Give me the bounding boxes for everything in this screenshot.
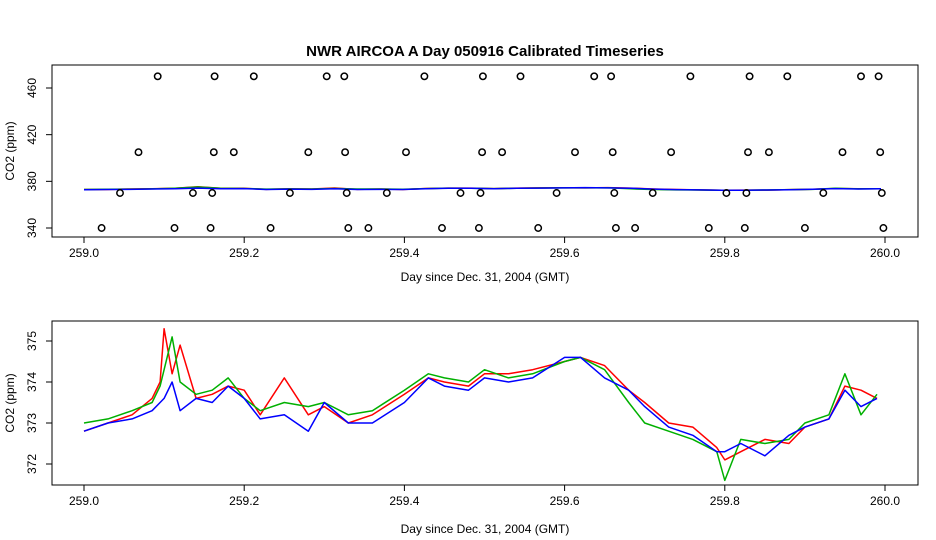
calibration-point	[631, 224, 640, 232]
calibration-point	[857, 72, 865, 81]
calibration-point	[402, 148, 410, 157]
calibration-point	[478, 148, 487, 157]
calibration-point	[322, 72, 331, 81]
x-tick-label-top: 259.4	[389, 246, 419, 260]
x-tick-label-bottom: 259.4	[389, 494, 419, 508]
calibration-point	[686, 72, 695, 81]
calibration-point	[229, 148, 238, 157]
calibration-point	[800, 224, 809, 232]
calibration-point	[208, 189, 217, 197]
calibration-point	[188, 189, 197, 197]
series-line-bottom-2	[83, 356, 878, 457]
calibration-point	[210, 72, 219, 81]
series-line-bottom-0	[83, 327, 878, 461]
x-tick-label-bottom: 259.8	[710, 494, 740, 508]
y-tick-label-bottom: 372	[25, 454, 39, 474]
y-tick-label-top: 460	[25, 78, 39, 98]
calibration-point	[783, 72, 792, 81]
calibration-point	[97, 224, 106, 232]
calibration-point	[206, 224, 215, 232]
calibration-point	[552, 189, 561, 197]
series-line-bottom-1	[83, 336, 878, 482]
x-tick-label-top: 259.0	[69, 246, 99, 260]
calibration-point	[304, 148, 313, 157]
calibration-point	[476, 189, 485, 197]
y-tick-label-bottom: 375	[25, 331, 39, 351]
calibration-point	[116, 189, 124, 197]
calibration-point	[608, 148, 617, 157]
calibration-point	[877, 189, 886, 197]
calibration-point	[874, 72, 883, 81]
calibration-point	[534, 224, 543, 232]
x-tick-label-bottom: 259.2	[229, 494, 259, 508]
calibration-point	[344, 224, 353, 232]
calibration-point	[704, 224, 713, 232]
calibration-point	[249, 72, 258, 81]
x-tick-label-top: 259.6	[550, 246, 580, 260]
calibration-point	[474, 224, 483, 232]
calibration-point	[266, 224, 275, 232]
y-tick-label-bottom: 373	[25, 413, 39, 433]
calibration-point	[382, 189, 391, 197]
panel-ambient-timeseries: 259.0 259.2 259.4 259.6 259.8 260.0 372 373 374…	[3, 320, 919, 536]
calibration-point	[516, 72, 525, 81]
calibration-point	[456, 189, 465, 197]
y-axis-label-top: CO2 (ppm)	[3, 121, 17, 180]
calibration-point	[498, 148, 507, 157]
calibration-point	[611, 224, 620, 232]
x-tick-label-bottom: 260.0	[870, 494, 900, 508]
x-tick-label-bottom: 259.6	[550, 494, 580, 508]
x-axis-label-top: Day since Dec. 31, 2004 (GMT)	[401, 270, 570, 284]
calibration-point	[876, 148, 885, 157]
calibration-point	[134, 148, 143, 157]
calibration-point	[764, 148, 773, 157]
calibration-point	[438, 224, 446, 232]
panel-calibration-scatter: 259.0 259.2 259.4 259.6 259.8 260.0 340 380 420…	[3, 64, 919, 284]
calibration-point	[819, 189, 828, 197]
calibration-point	[744, 148, 752, 157]
y-axis-label-bottom: CO2 (ppm)	[3, 373, 17, 432]
calibration-point	[285, 189, 294, 197]
calibration-point	[340, 72, 349, 81]
x-tick-label-top: 259.2	[229, 246, 259, 260]
calibration-point	[648, 189, 657, 197]
calibration-point	[571, 148, 579, 157]
calibration-point	[478, 72, 487, 81]
calibration-point	[722, 189, 731, 197]
x-tick-label-bottom: 259.0	[69, 494, 99, 508]
calibration-point	[610, 189, 619, 197]
plot-frame-top	[51, 64, 919, 238]
calibration-point	[838, 148, 847, 157]
calibration-point	[590, 72, 599, 81]
calibration-point	[341, 148, 350, 157]
x-axis-label-bottom: Day since Dec. 31, 2004 (GMT)	[401, 522, 570, 536]
calibration-point	[745, 72, 754, 81]
x-tick-label-top: 259.8	[710, 246, 740, 260]
plot-frame-bottom	[51, 320, 919, 486]
y-tick-label-bottom: 374	[25, 372, 39, 392]
calibration-point	[364, 224, 373, 232]
calibration-point	[209, 148, 218, 157]
calibration-point	[740, 224, 749, 232]
chart-title: NWR AIRCOA A Day 050916 Calibrated Times…	[306, 43, 664, 60]
calibration-point	[153, 72, 162, 81]
calibration-point	[667, 148, 676, 157]
y-tick-label-top: 420	[25, 124, 39, 144]
calibration-point	[342, 189, 351, 197]
calibration-point	[742, 189, 751, 197]
calibration-point	[420, 72, 429, 81]
calibration-point	[607, 72, 616, 81]
calibration-point	[879, 224, 888, 232]
calibration-point	[170, 224, 179, 232]
y-tick-label-top: 340	[25, 218, 39, 238]
y-tick-label-top: 380	[25, 171, 39, 191]
x-tick-label-top: 260.0	[870, 246, 900, 260]
